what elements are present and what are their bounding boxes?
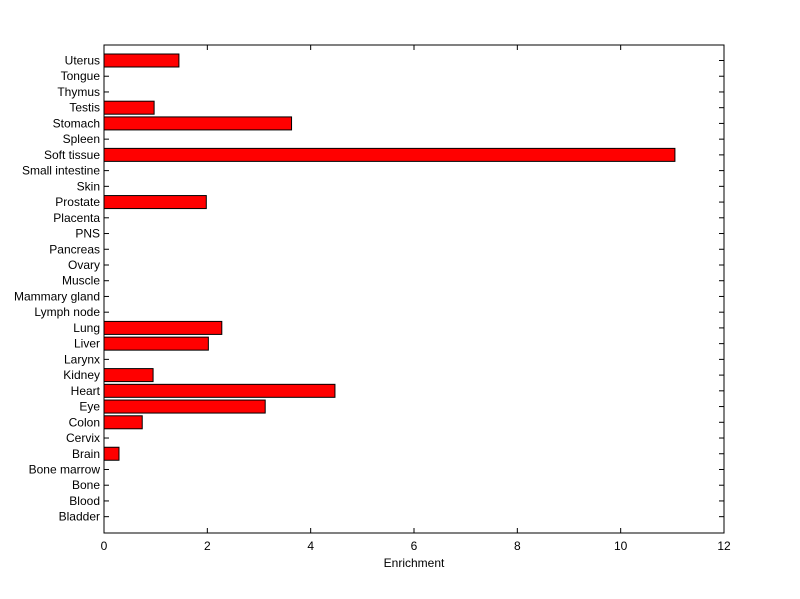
x-tick-label-0: 0	[101, 539, 108, 553]
bar-prostate	[103, 195, 207, 210]
x-tick-label-4: 4	[307, 539, 314, 553]
x-tick-label-6: 6	[411, 539, 418, 553]
bar-colon	[103, 415, 143, 430]
x-tick-labels: 0 2 4 6 8 10 12	[101, 539, 731, 553]
bar-soft-tissue	[103, 147, 676, 162]
y-tick-label-uterus: Uterus	[65, 54, 100, 68]
y-tick-label-heart: Heart	[71, 384, 101, 398]
y-tick-label-bone-marrow: Bone marrow	[29, 462, 101, 476]
x-tick-label-8: 8	[514, 539, 521, 553]
y-tick-label-cervix: Cervix	[66, 431, 100, 445]
y-tick-label-small-intestine: Small intestine	[22, 164, 100, 178]
x-tick-label-2: 2	[204, 539, 211, 553]
y-tick-label-blood: Blood	[69, 494, 100, 508]
y-tick-label-lymph-node: Lymph node	[34, 305, 100, 319]
bar-eye	[103, 399, 266, 414]
y-tick-label-ovary: Ovary	[68, 258, 100, 272]
y-tick-label-brain: Brain	[72, 447, 100, 461]
y-tick-label-placenta: Placenta	[53, 211, 100, 225]
y-tick-label-pancreas: Pancreas	[49, 242, 100, 256]
y-tick-label-pns: PNS	[75, 227, 100, 241]
y-tick-label-testis: Testis	[69, 101, 100, 115]
bar-stomach	[103, 116, 293, 131]
y-tick-label-kidney: Kidney	[63, 368, 100, 382]
bar-uterus	[103, 53, 180, 68]
y-tick-label-thymus: Thymus	[57, 85, 100, 99]
x-axis-label: Enrichment	[384, 556, 445, 570]
y-tick-label-skin: Skin	[77, 179, 100, 193]
bar-testis	[103, 100, 155, 115]
plot-frame	[103, 44, 725, 534]
bar-brain	[103, 446, 120, 461]
y-tick-label-larynx: Larynx	[64, 352, 100, 366]
bar-lung	[103, 320, 223, 335]
y-tick-label-mammary-gland: Mammary gland	[14, 289, 100, 303]
bars-layer	[103, 53, 676, 461]
y-tick-label-stomach: Stomach	[53, 116, 100, 130]
y-tick-label-lung: Lung	[73, 321, 100, 335]
bar-liver	[103, 336, 209, 351]
bar-kidney	[103, 368, 154, 383]
y-tick-label-bone: Bone	[72, 478, 100, 492]
x-tick-label-12: 12	[717, 539, 731, 553]
y-tick-label-bladder: Bladder	[59, 510, 100, 524]
bar-heart	[103, 383, 336, 398]
x-tick-label-10: 10	[614, 539, 628, 553]
y-tick-label-colon: Colon	[69, 415, 100, 429]
y-tick-label-liver: Liver	[74, 337, 100, 351]
y-tick-label-prostate: Prostate	[55, 195, 100, 209]
y-tick-label-spleen: Spleen	[63, 132, 100, 146]
y-tick-label-tongue: Tongue	[61, 69, 101, 83]
y-tick-label-soft-tissue: Soft tissue	[44, 148, 100, 162]
y-tick-label-muscle: Muscle	[62, 274, 100, 288]
y-tick-label-eye: Eye	[79, 400, 100, 414]
